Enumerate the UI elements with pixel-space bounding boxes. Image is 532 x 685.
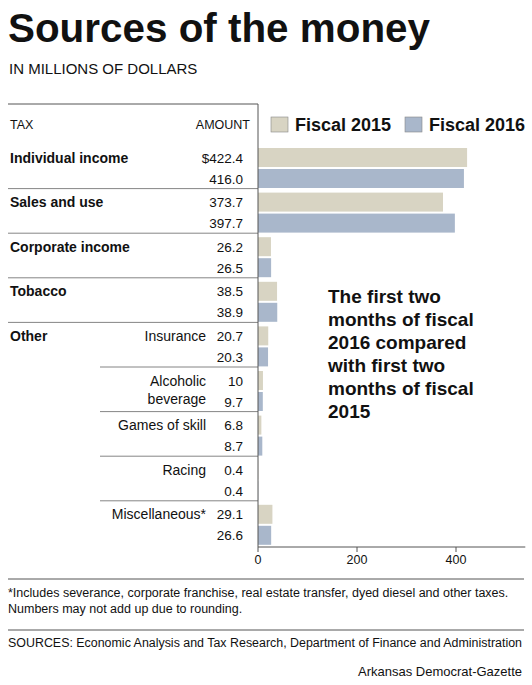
category-label: Insurance	[145, 328, 207, 344]
bars	[258, 148, 467, 545]
legend-label: Fiscal 2016	[429, 115, 525, 135]
x-tick-label: 400	[446, 553, 467, 567]
legend-swatch	[271, 117, 288, 132]
x-tick	[456, 547, 457, 552]
source: SOURCES: Economic Analysis and Tax Resea…	[8, 636, 522, 650]
bar	[258, 326, 268, 345]
bar	[258, 437, 262, 456]
row-separator	[8, 277, 258, 278]
bar	[258, 214, 455, 233]
column-header: TAX	[10, 118, 34, 132]
value-label: 416.0	[209, 172, 243, 187]
footnote: *Includes severance, corporate franchise…	[8, 586, 508, 600]
header-rule	[8, 104, 258, 105]
footnote: Numbers may not add up due to rounding.	[8, 602, 242, 616]
bar	[258, 193, 443, 212]
text-line: months of fiscal	[328, 309, 474, 330]
x-tick	[258, 547, 259, 552]
chart: Sources of the money IN MILLIONS OF DOLLA…	[0, 0, 532, 685]
footer-rule	[8, 579, 524, 580]
text-line: Games of skill	[118, 417, 206, 433]
text-line: Miscellaneous*	[112, 506, 207, 522]
value-label: 38.5	[217, 284, 243, 299]
value-label: 20.3	[217, 350, 243, 365]
text-line: with first two	[327, 355, 445, 376]
row-separator	[8, 322, 258, 323]
category-label: Individual income	[10, 150, 128, 166]
value-axis-base	[258, 104, 259, 547]
value-label: 397.7	[209, 216, 243, 231]
bar	[258, 258, 271, 277]
value-label: 0.4	[224, 463, 243, 478]
x-axis	[258, 547, 525, 548]
legend-label: Fiscal 2015	[295, 115, 391, 135]
category-label: Tobacco	[10, 283, 67, 299]
value-label: 26.5	[217, 261, 243, 276]
bar	[258, 392, 263, 411]
value-label: 6.8	[224, 418, 243, 433]
text-line: Alcoholic	[150, 373, 206, 389]
bar	[258, 237, 271, 256]
category-label: Racing	[162, 462, 206, 478]
bar	[258, 371, 263, 390]
x-tick-label: 200	[347, 553, 368, 567]
value-label: 10	[228, 374, 243, 389]
value-label: $422.4	[202, 151, 244, 166]
value-label: 29.1	[217, 507, 243, 522]
value-label: 26.2	[217, 240, 243, 255]
annotation: The first twomonths of fiscal2016 compar…	[327, 286, 474, 422]
row-separator	[100, 367, 258, 368]
legend-swatch	[405, 117, 422, 132]
category-label: Alcoholic beverage	[148, 373, 207, 407]
category-label: Corporate income	[10, 239, 130, 255]
value-label: 8.7	[224, 439, 243, 454]
title: Sources of the money	[8, 6, 431, 50]
footer-rule	[8, 630, 524, 631]
bar	[258, 416, 261, 435]
category-label: Sales and use	[10, 194, 104, 210]
text-line: 2015	[328, 401, 371, 422]
text-line: 2016 compared	[328, 332, 466, 353]
text-line: The first two	[328, 286, 441, 307]
x-tick-label: 0	[255, 553, 262, 567]
value-label: 26.6	[217, 528, 243, 543]
bar	[258, 347, 268, 366]
text-line: beverage	[148, 391, 207, 407]
column-header: AMOUNT	[196, 118, 251, 132]
bar	[258, 148, 467, 167]
row-separator	[8, 233, 258, 234]
row-separator	[100, 456, 258, 457]
bar	[258, 526, 271, 545]
bar	[258, 282, 277, 301]
bar	[258, 303, 277, 322]
row-separator	[100, 411, 258, 412]
row-separator	[8, 188, 258, 189]
value-label: 9.7	[224, 395, 243, 410]
bar	[258, 169, 464, 188]
value-label: 20.7	[217, 329, 243, 344]
category-label: Games of skill	[118, 417, 206, 433]
group-label: Other	[10, 328, 48, 344]
bar	[258, 505, 272, 524]
value-label: 0.4	[224, 484, 243, 499]
credit: Arkansas Democrat-Gazette	[358, 664, 522, 679]
value-label: 38.9	[217, 305, 243, 320]
x-tick	[357, 547, 358, 552]
text-line: Insurance	[145, 328, 207, 344]
background	[0, 0, 532, 685]
row-separator	[100, 500, 258, 501]
subtitle: IN MILLIONS OF DOLLARS	[9, 60, 197, 77]
category-label: Miscellaneous*	[112, 506, 207, 522]
text-line: Racing	[162, 462, 206, 478]
value-label: 373.7	[209, 195, 243, 210]
text-line: months of fiscal	[328, 378, 474, 399]
